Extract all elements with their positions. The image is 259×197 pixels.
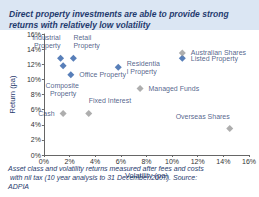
svg-text:Retail: Retail — [73, 34, 93, 41]
svg-text:Office Property: Office Property — [79, 71, 126, 79]
svg-text:Industrial: Industrial — [32, 34, 61, 41]
svg-text:returns with relatively low vo: returns with relatively low volatility — [9, 20, 152, 30]
svg-text:14%: 14% — [216, 158, 230, 165]
svg-text:4%: 4% — [31, 121, 41, 128]
svg-text:0%: 0% — [39, 158, 49, 165]
svg-text:Property: Property — [32, 42, 61, 50]
svg-text:Cash: Cash — [38, 110, 54, 117]
svg-text:Fixed Interest: Fixed Interest — [89, 97, 131, 104]
svg-text:2%: 2% — [64, 158, 74, 165]
svg-text:Managed Funds: Managed Funds — [149, 85, 200, 93]
svg-text:Property: Property — [50, 90, 77, 98]
svg-text:4%: 4% — [90, 158, 100, 165]
svg-text:0%: 0% — [30, 151, 41, 159]
svg-text:Residentia: Residentia — [127, 60, 160, 67]
svg-text:Listed Property: Listed Property — [190, 54, 238, 62]
svg-text:with nil tax (10 year analysis: with nil tax (10 year analysis to 31 Dec… — [8, 174, 199, 182]
svg-text:12%: 12% — [191, 158, 205, 165]
svg-text:Return (pa): Return (pa) — [8, 75, 17, 113]
svg-text:12%: 12% — [27, 61, 41, 68]
svg-text:Composite: Composite — [45, 82, 80, 90]
svg-text:8%: 8% — [141, 158, 151, 165]
svg-text:6%: 6% — [116, 158, 126, 165]
svg-text:10%: 10% — [27, 76, 41, 83]
svg-text:Property: Property — [73, 42, 100, 50]
svg-text:16%: 16% — [242, 158, 256, 165]
svg-text:Overseas Shares: Overseas Shares — [176, 113, 231, 120]
svg-text:ADPIA: ADPIA — [7, 183, 29, 190]
svg-text:6%: 6% — [30, 106, 41, 114]
svg-text:8%: 8% — [31, 91, 41, 98]
svg-text:l Property: l Property — [127, 68, 157, 76]
svg-text:10%: 10% — [165, 158, 179, 165]
svg-text:Australian Shares: Australian Shares — [191, 49, 247, 56]
svg-text:2%: 2% — [31, 136, 41, 143]
svg-text:Asset class and volatility ret: Asset class and volatility returns measu… — [7, 165, 204, 173]
svg-text:Direct property investments ar: Direct property investments are able to … — [9, 9, 231, 19]
